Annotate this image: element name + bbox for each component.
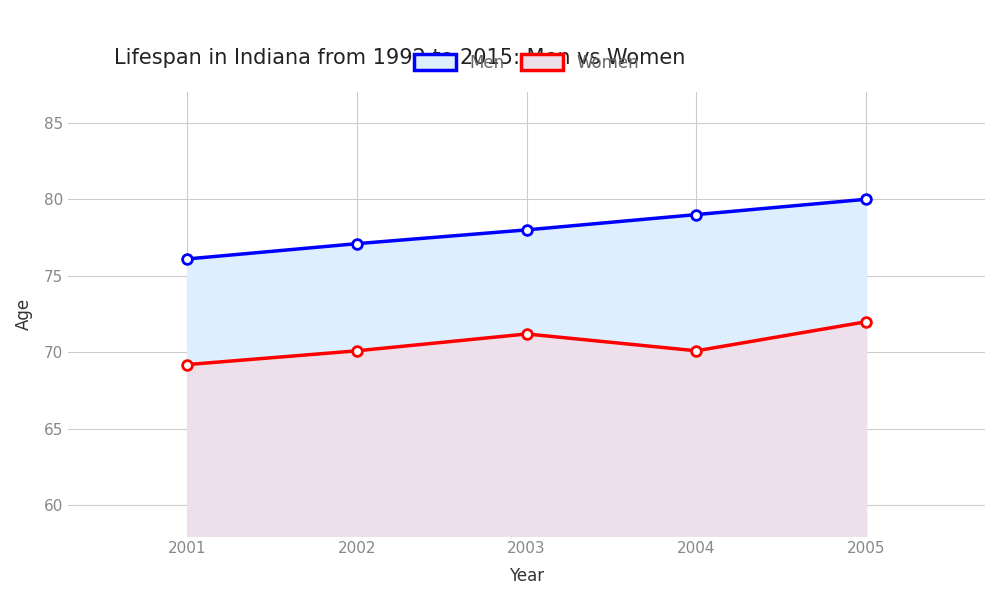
Y-axis label: Age: Age	[15, 298, 33, 330]
Text: Lifespan in Indiana from 1992 to 2015: Men vs Women: Lifespan in Indiana from 1992 to 2015: M…	[114, 49, 686, 68]
X-axis label: Year: Year	[509, 567, 544, 585]
Legend: Men, Women: Men, Women	[408, 47, 646, 79]
